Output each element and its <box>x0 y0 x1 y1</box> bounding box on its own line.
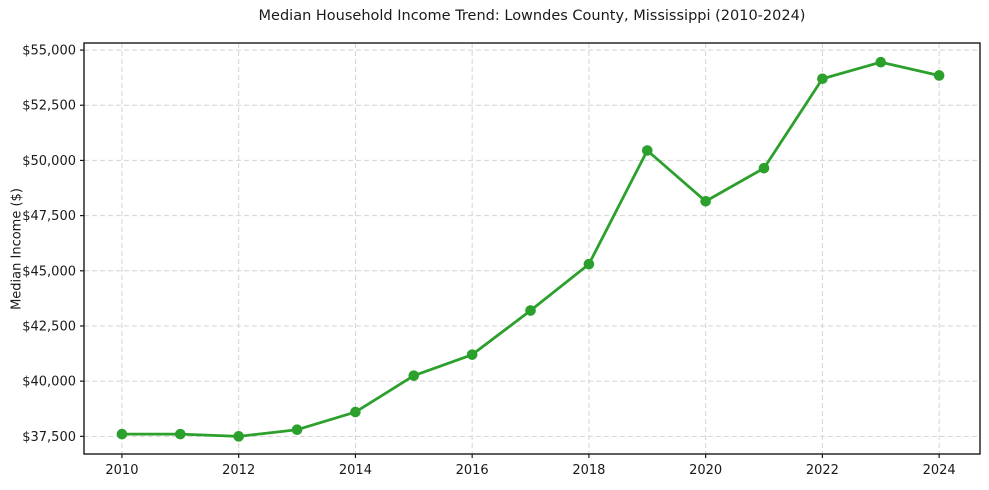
plot-border <box>83 42 981 455</box>
data-point <box>350 406 361 418</box>
data-point <box>583 258 595 270</box>
data-point <box>291 424 303 436</box>
y-tick-label: $52,500 <box>22 99 76 114</box>
data-point <box>817 73 828 85</box>
x-tick-label: 2020 <box>689 463 722 478</box>
y-tick-label: $50,000 <box>22 154 76 169</box>
trend-line <box>120 60 941 438</box>
data-point <box>175 428 186 440</box>
grid <box>84 43 980 454</box>
x-tick-label: 2018 <box>572 463 605 478</box>
x-tick-label: 2010 <box>105 463 138 478</box>
data-points <box>116 56 945 442</box>
y-tick-label: $55,000 <box>22 44 76 59</box>
data-point <box>466 349 478 360</box>
y-tick-label: $47,500 <box>22 209 76 224</box>
y-axis-label: Median Income ($) <box>9 188 25 310</box>
data-point <box>700 195 711 207</box>
x-axis: 2010 2012 2014 2016 2018 2020 2022 2024 <box>105 454 956 478</box>
data-point <box>641 145 653 156</box>
x-tick-label: 2012 <box>222 463 255 478</box>
y-tick-label: $42,500 <box>22 319 76 334</box>
y-tick-label: $45,000 <box>22 264 76 279</box>
data-point <box>758 162 770 174</box>
x-tick-label: 2014 <box>339 463 372 478</box>
y-tick-label: $40,000 <box>22 375 76 390</box>
x-tick-label: 2016 <box>456 463 489 478</box>
y-tick-label: $37,500 <box>22 430 76 445</box>
chart-title: Median Household Income Trend: Lowndes C… <box>258 8 806 24</box>
data-point <box>525 305 536 316</box>
data-point <box>233 431 244 442</box>
data-point <box>875 56 887 68</box>
y-axis: $37,500 $40,000 $42,500 $45,000 $47,500 $50,0… <box>22 44 84 445</box>
data-point <box>408 370 420 381</box>
data-point <box>933 70 945 81</box>
x-tick-label: 2022 <box>806 463 839 478</box>
data-point <box>116 428 128 440</box>
x-tick-label: 2024 <box>923 463 956 478</box>
